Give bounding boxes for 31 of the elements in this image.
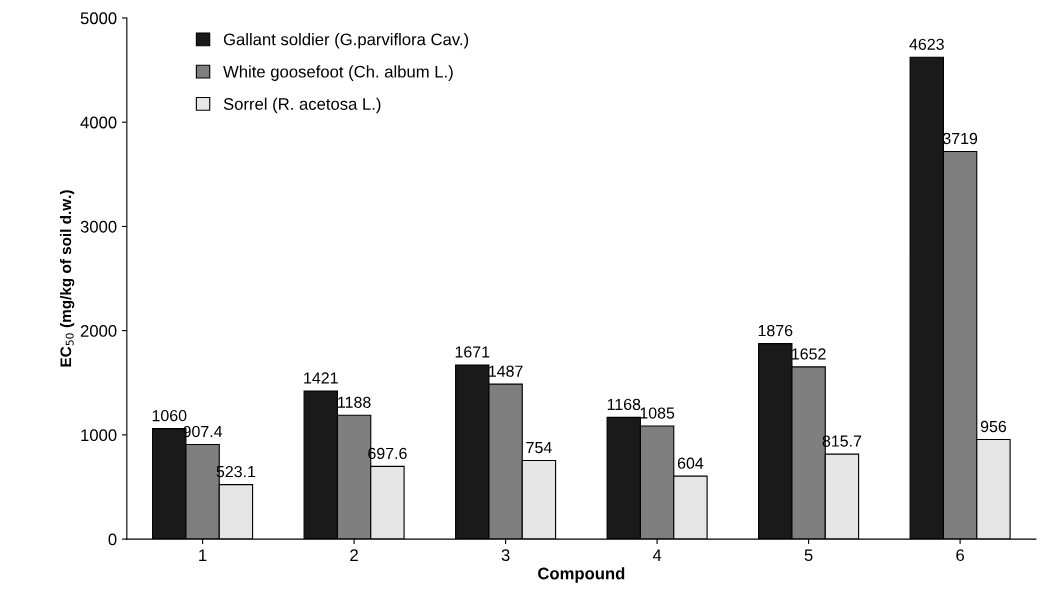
y-tick-label: 2000 <box>80 325 117 337</box>
data-label: 1188 <box>338 396 371 408</box>
y-tick-label: 0 <box>108 533 117 546</box>
legend-label: Gallant soldier (G.parviflora Cav.) <box>223 33 469 49</box>
y-tick-label: 3000 <box>80 220 117 233</box>
y-tick-label: 1000 <box>81 429 117 442</box>
data-label: 956 <box>980 420 1007 433</box>
data-label: 754 <box>526 442 552 454</box>
data-label: 1876 <box>758 324 793 337</box>
data-label: 1421 <box>304 372 338 384</box>
data-label: 1060 <box>152 409 187 422</box>
y-axis-title: EC$_{50}$ (mg/kg of soil d.w.) <box>59 190 75 367</box>
data-label: 1168 <box>607 398 641 411</box>
data-label: 1085 <box>640 407 675 419</box>
x-tick-label: 5 <box>804 549 813 562</box>
x-tick-label: 1 <box>199 549 207 561</box>
x-tick-label: 4 <box>652 549 662 561</box>
data-label: 1671 <box>455 346 490 358</box>
data-label: 1487 <box>489 365 523 377</box>
x-tick-label: 2 <box>350 549 358 561</box>
legend-label: Sorrel (R. acetosa L.) <box>223 97 381 114</box>
y-tick-label: 5000 <box>80 12 117 25</box>
data-label: 3719 <box>942 132 978 145</box>
legend-label: White goosefoot (Ch. album L.) <box>223 65 453 81</box>
data-label: 604 <box>677 457 704 469</box>
x-tick-label: 6 <box>956 549 965 562</box>
x-tick-label: 3 <box>501 549 510 562</box>
data-label: 1652 <box>792 348 826 360</box>
y-tick-label: 4000 <box>80 116 117 129</box>
data-label: 4623 <box>909 38 944 50</box>
x-axis-title: Compound <box>538 567 625 583</box>
